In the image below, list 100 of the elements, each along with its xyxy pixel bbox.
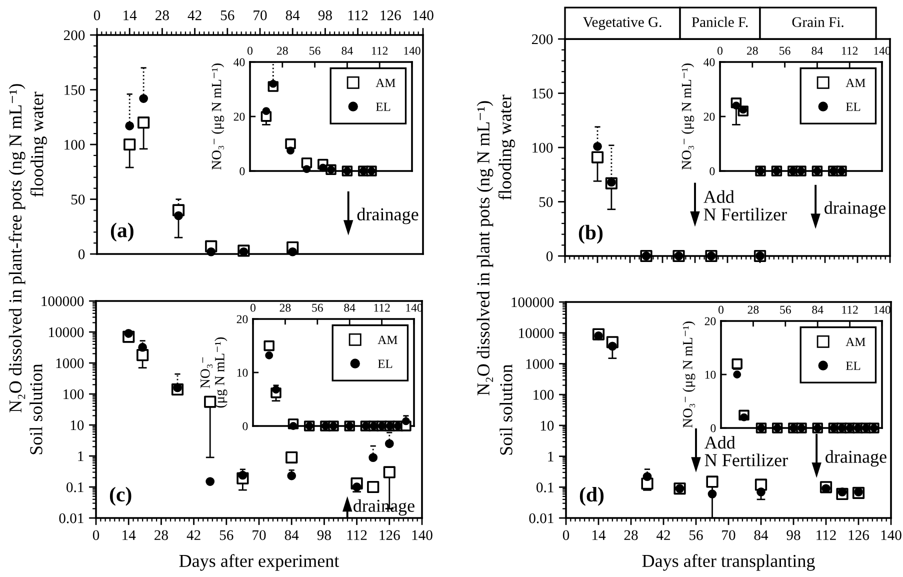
x-tick-label: 28 [277, 46, 288, 55]
x-tick-label: 112 [842, 306, 858, 314]
y-tick-label: 1 [78, 451, 84, 462]
y-tick-label: 200 [64, 30, 85, 40]
y-tick-label: 10000 [49, 327, 84, 338]
x-tick-label: 0 [94, 10, 100, 20]
x-tick-label: 98 [318, 10, 332, 20]
x-tick-label: 126 [848, 530, 869, 540]
x-tick-label: 112 [842, 46, 858, 55]
x-tick-label: 112 [347, 530, 367, 540]
x-tick-label: 56 [312, 304, 323, 312]
y-tick-label: 20 [236, 315, 248, 324]
x-tick-label: 56 [780, 46, 790, 55]
y-tick-label: 0 [546, 251, 553, 262]
text: Vegetative G. [583, 17, 662, 30]
x-tick-label: 28 [747, 46, 758, 55]
annotation: Add N Fertilizer [704, 190, 787, 221]
x-tick-label: 112 [372, 46, 388, 55]
x-tick-label: 14 [122, 530, 136, 540]
y-axis-title: NO₃⁻ (μg N mL⁻¹) [211, 64, 224, 170]
x-tick-label: 14 [124, 10, 137, 20]
x-tick-label: 98 [786, 530, 800, 540]
y-tick-label: 0.1 [536, 482, 554, 492]
y-tick-label: 40 [234, 58, 245, 66]
x-tick-label: 0 [250, 304, 256, 312]
x-tick-label: 70 [722, 530, 736, 540]
x-tick-label: 56 [310, 46, 320, 55]
y-tick-label: 0.01 [529, 513, 554, 524]
annotation: (b) [578, 224, 603, 244]
y-axis-title: NO₃⁻ (μg N mL⁻¹) [682, 322, 696, 428]
x-tick-label: 140 [413, 10, 434, 20]
annotation: drainage [357, 208, 418, 224]
x-tick-label: 42 [186, 530, 200, 540]
y-axis-title: Soil solution [30, 364, 42, 454]
y-tick-label: 150 [64, 85, 85, 95]
annotation: (c) [110, 486, 132, 506]
y-tick-label: 20 [234, 112, 245, 121]
y-tick-label: 1 [548, 452, 554, 462]
annotation: drainage [824, 201, 886, 218]
annotation: (a) [110, 222, 134, 242]
x-tick-label: 84 [284, 530, 299, 540]
x-tick-label: 56 [220, 530, 234, 540]
x-axis-title: Days after experiment [179, 554, 340, 571]
x-tick-label: 70 [252, 530, 266, 540]
y-tick-label: 10 [237, 368, 248, 377]
y-tick-label: 150 [532, 88, 553, 98]
x-tick-label: 0 [718, 306, 724, 314]
x-tick-label: 56 [220, 10, 234, 20]
y-tick-label: 100000 [42, 296, 84, 306]
y-tick-label: 100 [64, 140, 85, 150]
text: Grain Fi. [792, 17, 844, 28]
y-tick-label: 10 [540, 420, 554, 431]
x-tick-label: 126 [380, 10, 401, 20]
y-tick-label: 200 [532, 34, 553, 44]
y-tick-label: 40 [704, 58, 715, 66]
y-tick-label: 50 [71, 194, 85, 204]
x-tick-label: 112 [816, 530, 836, 540]
legend-label: EL [376, 102, 390, 111]
y-axis-title: NO₃⁻ (μg N mL⁻¹) [681, 64, 694, 170]
y-tick-label: 1000 [56, 358, 84, 368]
x-tick-label: 84 [286, 10, 300, 20]
x-tick-label: 14 [592, 530, 606, 540]
legend-label: AM [378, 336, 398, 344]
y-tick-label: 100 [64, 389, 84, 400]
x-tick-label: 140 [412, 530, 432, 540]
y-axis-title: NO₃⁻ (μg N mL⁻¹) [200, 337, 228, 408]
legend-label: EL [846, 102, 860, 111]
y-tick-label: 20 [704, 317, 716, 326]
x-tick-label: 0 [562, 530, 570, 540]
x-tick-label: 28 [156, 10, 169, 20]
y-tick-label: 1000 [526, 359, 554, 369]
y-tick-label: 100000 [512, 297, 554, 308]
y-axis-title: Soil solution [500, 364, 512, 455]
x-tick-label: 56 [780, 306, 791, 314]
y-tick-label: 20 [704, 112, 715, 121]
x-tick-label: 28 [154, 530, 168, 540]
x-tick-label: 42 [656, 530, 670, 540]
annotation: drainage [354, 499, 414, 516]
x-tick-label: 84 [342, 46, 353, 55]
y-tick-label: 0 [710, 424, 716, 432]
y-tick-label: 100 [534, 390, 554, 400]
y-tick-label: 10 [70, 420, 84, 430]
x-tick-label: 0 [92, 530, 100, 540]
legend-label: EL [378, 360, 392, 368]
annotation: drainage [826, 450, 886, 467]
x-axis-title: Days after transplanting [642, 554, 815, 571]
x-tick-label: 84 [754, 530, 768, 540]
x-tick-label: 0 [718, 46, 722, 55]
legend-label: AM [846, 338, 866, 346]
x-tick-label: 126 [380, 530, 400, 540]
y-tick-label: 10 [705, 370, 716, 379]
x-tick-label: 28 [748, 306, 759, 314]
y-axis-title: flooding water [498, 94, 515, 200]
legend-label: EL [846, 362, 860, 370]
x-tick-label: 84 [344, 304, 356, 312]
y-tick-label: 10000 [519, 328, 554, 338]
y-tick-label: 0 [240, 167, 245, 176]
legend-label: AM [846, 78, 866, 87]
y-tick-label: 0 [242, 422, 248, 430]
x-tick-label: 70 [254, 10, 267, 20]
